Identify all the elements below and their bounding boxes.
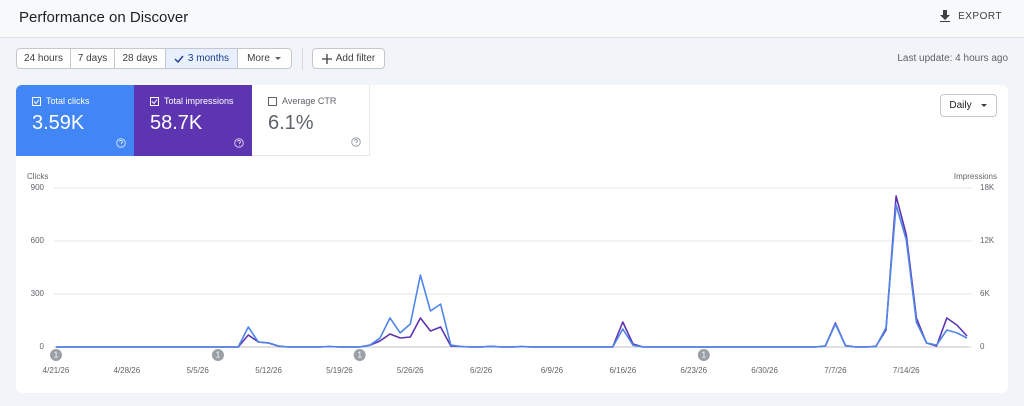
x-tick-label: 4/28/26 [114, 366, 141, 375]
metric-value: 6.1% [268, 112, 314, 134]
export-button[interactable]: EXPORT [940, 10, 1002, 22]
metric-tile[interactable]: Total clicks 3.59K [16, 85, 134, 156]
x-tick-label: 6/30/26 [751, 366, 778, 375]
x-tick-label: 4/21/26 [43, 366, 70, 375]
y2-tick-label: 18K [980, 183, 995, 192]
annotation-marker [697, 349, 710, 361]
annotation-label: 1 [702, 351, 707, 360]
metric-tile[interactable]: Average CTR 6.1% [252, 85, 370, 156]
annotation-marker [50, 349, 62, 361]
x-tick-label: 7/14/26 [893, 366, 920, 375]
button-label: More [247, 53, 270, 64]
x-tick-label: 5/19/26 [326, 366, 353, 375]
checkbox [32, 96, 41, 106]
button-label: 24 hours [24, 53, 63, 64]
metric-label: Average CTR [282, 96, 337, 106]
add-filter-button[interactable]: Add filter [312, 48, 385, 69]
caret-icon [274, 56, 281, 60]
x-tick-label: 6/16/26 [609, 366, 636, 375]
export-label: EXPORT [958, 10, 1002, 22]
page-title: Performance on Discover [19, 9, 189, 26]
x-tick-label: 7/7/26 [824, 366, 847, 375]
x-tick-label: 6/9/26 [541, 366, 564, 375]
annotation-marker [211, 349, 224, 361]
more-button[interactable]: More [237, 48, 292, 69]
axis-title: Clicks [27, 172, 48, 181]
metric-value: 3.59K [32, 112, 85, 134]
help-icon [116, 138, 126, 148]
x-tick-label: 6/2/26 [470, 366, 493, 375]
metric-label: Total impressions [164, 96, 234, 106]
granularity-dropdown[interactable]: Daily [940, 94, 997, 117]
checkbox [268, 96, 277, 106]
download-icon [940, 10, 951, 22]
button-label: 3 months [187, 53, 230, 64]
dropdown-label: Daily [949, 100, 972, 111]
y2-tick-label: 6K [980, 289, 990, 298]
annotation-marker [353, 349, 366, 361]
x-tick-label: 5/5/26 [187, 366, 210, 375]
button-label: 28 days [122, 53, 158, 64]
axis-title: Impressions [954, 172, 997, 181]
metric-label: Total clicks [46, 96, 90, 106]
button-label: 7 days [77, 53, 108, 64]
y-tick-label: 0 [40, 342, 45, 351]
x-tick-label: 6/23/26 [680, 366, 707, 375]
series-line [56, 204, 968, 348]
help-icon [234, 138, 244, 148]
metric-value: 58.7K [150, 112, 203, 134]
y-tick-label: 900 [31, 183, 45, 192]
y2-tick-label: 12K [980, 236, 995, 245]
separator [302, 48, 303, 70]
caret-icon [980, 103, 987, 107]
y2-tick-label: 0 [980, 342, 985, 351]
y-tick-label: 300 [31, 289, 45, 298]
annotation-label: 1 [216, 351, 221, 360]
y-tick-label: 600 [31, 236, 45, 245]
last-update: Last update: 4 hours ago [897, 53, 1008, 64]
annotation-label: 1 [357, 351, 362, 360]
x-tick-label: 5/12/26 [255, 366, 282, 375]
button-label: Add filter [335, 53, 376, 64]
top-bar [0, 0, 1024, 38]
series-line [56, 195, 968, 348]
x-tick-label: 5/26/26 [397, 366, 424, 375]
annotation-label: 1 [54, 351, 59, 360]
plus-icon [321, 53, 332, 64]
checkbox [150, 96, 159, 106]
help-icon [351, 137, 361, 147]
check-icon [174, 55, 184, 63]
range-button[interactable]: 24 hours [16, 48, 71, 69]
metric-tile[interactable]: Total impressions 58.7K [134, 85, 252, 156]
